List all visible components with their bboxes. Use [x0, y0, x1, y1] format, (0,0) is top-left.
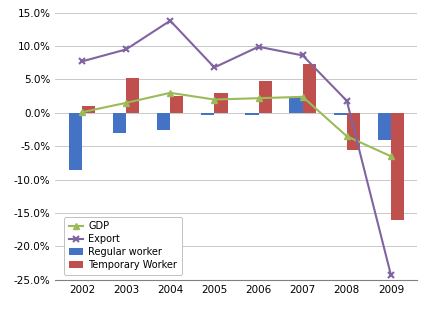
Export: [212, 66, 217, 69]
GDP: [256, 96, 261, 100]
Bar: [259, 81, 272, 113]
GDP: [79, 110, 84, 114]
Bar: [69, 113, 82, 170]
GDP: [344, 134, 349, 138]
Bar: [334, 113, 347, 115]
Export: [256, 45, 261, 49]
Bar: [201, 113, 214, 115]
Bar: [126, 78, 139, 113]
Bar: [302, 64, 316, 113]
GDP: [124, 101, 129, 105]
Export: [168, 19, 173, 23]
Line: Export: Export: [78, 17, 394, 279]
Bar: [170, 96, 184, 113]
Bar: [214, 93, 227, 113]
GDP: [389, 155, 394, 158]
GDP: [168, 91, 173, 95]
Export: [344, 99, 349, 103]
Bar: [113, 113, 126, 133]
Line: GDP: GDP: [79, 90, 394, 159]
Bar: [289, 98, 302, 113]
Bar: [245, 113, 259, 115]
Bar: [391, 113, 404, 220]
Bar: [157, 113, 170, 130]
Bar: [82, 106, 95, 113]
Bar: [347, 113, 360, 150]
Export: [389, 273, 394, 277]
Legend: GDP, Export, Regular worker, Temporary Worker: GDP, Export, Regular worker, Temporary W…: [64, 216, 182, 275]
GDP: [300, 95, 305, 99]
Export: [79, 60, 84, 63]
Bar: [378, 113, 391, 140]
GDP: [212, 98, 217, 101]
Export: [124, 48, 129, 51]
Export: [300, 53, 305, 57]
